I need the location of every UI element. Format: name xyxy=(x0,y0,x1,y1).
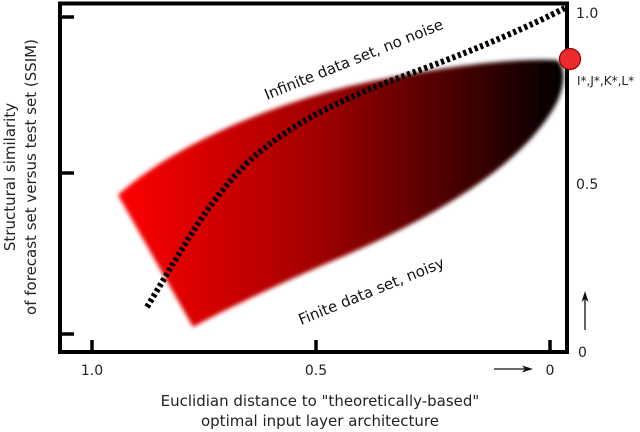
y-label-right-0-5: 0.5 xyxy=(576,177,598,193)
infinite-data-curve xyxy=(144,5,567,309)
marker-label: I*,J*,K*,L* xyxy=(577,74,634,88)
y-label-right-0: 0 xyxy=(578,345,587,361)
y-axis-title-line2: of forecast set versus test set (SSIM) xyxy=(22,39,40,315)
y-axis-title-line1: Structural similarity xyxy=(1,103,19,251)
optimal-marker xyxy=(558,47,582,71)
x-label-0-5: 0.5 xyxy=(305,363,327,379)
x-axis-title-line2: optimal input layer architecture xyxy=(201,412,439,430)
finite-data-region xyxy=(118,59,564,328)
x-label-0: 0 xyxy=(546,363,555,379)
x-label-1-0: 1.0 xyxy=(81,363,103,379)
x-axis-title-line1: Euclidian distance to "theoretically-bas… xyxy=(161,392,480,410)
right-arrow-icon xyxy=(494,365,533,373)
y-label-right-1-0: 1.0 xyxy=(576,6,598,22)
up-arrow-icon xyxy=(581,291,589,330)
plot-frame xyxy=(58,1,569,354)
